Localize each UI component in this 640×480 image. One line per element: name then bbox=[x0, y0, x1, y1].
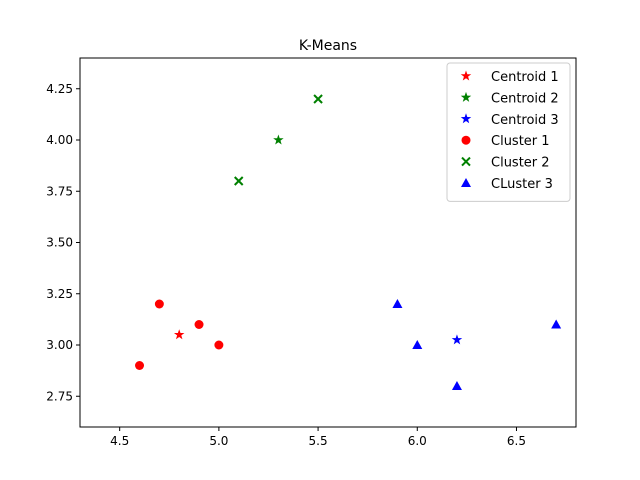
y-tick-label: 2.75 bbox=[46, 389, 73, 403]
star-data-point bbox=[451, 334, 463, 345]
y-tick-label: 4.25 bbox=[46, 82, 73, 96]
legend-marker bbox=[460, 91, 472, 102]
triangle-data-point bbox=[412, 340, 423, 349]
series-cluster-2 bbox=[234, 94, 323, 186]
legend-marker bbox=[461, 156, 471, 167]
legend-label: Cluster 2 bbox=[491, 156, 550, 171]
legend-label: Cluster 1 bbox=[491, 134, 550, 149]
y-tick-label: 4.00 bbox=[46, 133, 73, 147]
triangle-data-point bbox=[551, 319, 562, 329]
series-cluster-1 bbox=[135, 299, 224, 370]
x-tick-label: 6.5 bbox=[507, 434, 526, 448]
legend-marker bbox=[460, 113, 472, 124]
y-tick-label: 3.50 bbox=[46, 236, 73, 250]
x-data-point bbox=[234, 176, 244, 186]
star-data-point bbox=[273, 134, 284, 145]
series-centroid-2 bbox=[273, 134, 284, 145]
y-tick-label: 3.25 bbox=[46, 287, 73, 301]
x-marker-stroke bbox=[313, 94, 323, 104]
y-tick-label: 3.75 bbox=[46, 184, 73, 198]
triangle-data-point bbox=[451, 381, 462, 390]
circle-data-point bbox=[194, 320, 204, 329]
legend-box bbox=[446, 62, 571, 202]
chart-title: K-Means bbox=[299, 38, 357, 54]
series-centroid-3 bbox=[451, 334, 463, 345]
x-data-point bbox=[313, 94, 323, 104]
star-data-point bbox=[173, 329, 185, 340]
axes-frame bbox=[79, 57, 577, 428]
legend-marker bbox=[461, 178, 471, 187]
circle-data-point bbox=[214, 340, 224, 350]
legend-label: Centroid 2 bbox=[491, 91, 559, 106]
plot-area: 4.5 5.0 5.5 6.0 6.5 2.75 3.00 3.25 3.50 3.75 4.00 4… bbox=[46, 82, 562, 448]
legend-label: Centroid 3 bbox=[491, 113, 559, 128]
circle-data-point bbox=[135, 361, 145, 370]
circle-data-point bbox=[154, 299, 164, 309]
x-tick-label: 5.5 bbox=[309, 434, 328, 448]
x-tick-label: 4.5 bbox=[110, 434, 129, 448]
x-tick-label: 6.0 bbox=[408, 434, 427, 448]
x-marker-stroke bbox=[461, 156, 471, 167]
legend: Centroid 1 Centroid 2 Centroid 3 Cluster 1 C… bbox=[446, 62, 571, 202]
x-tick-label: 5.0 bbox=[209, 434, 228, 448]
legend-label: CLuster 3 bbox=[491, 177, 553, 192]
triangle-data-point bbox=[392, 299, 403, 308]
x-marker-stroke bbox=[234, 176, 244, 186]
series-cluster-3 bbox=[392, 299, 562, 390]
legend-marker bbox=[461, 135, 471, 145]
y-tick-label: 3.00 bbox=[46, 338, 73, 352]
series-centroid-1 bbox=[173, 329, 185, 340]
legend-label: Centroid 1 bbox=[491, 70, 559, 85]
legend-marker bbox=[460, 70, 472, 81]
